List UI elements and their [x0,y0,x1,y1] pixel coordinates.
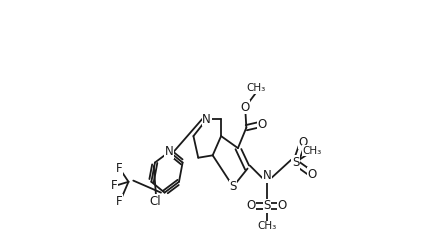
Text: CH₃: CH₃ [257,221,276,231]
Text: F: F [116,162,122,175]
Text: N: N [202,113,211,126]
Text: O: O [278,199,287,212]
Text: N: N [165,145,174,158]
Text: O: O [247,199,256,212]
Text: O: O [308,168,317,181]
Text: O: O [257,117,266,131]
Text: F: F [116,194,122,208]
Text: Cl: Cl [149,194,161,208]
Text: O: O [298,135,308,149]
Text: CH₃: CH₃ [303,146,322,156]
Text: O: O [240,101,250,114]
Text: N: N [262,169,271,182]
Text: S: S [229,180,237,193]
Text: S: S [292,156,299,169]
Text: F: F [111,179,118,192]
Text: CH₃: CH₃ [246,84,266,93]
Text: S: S [263,199,270,212]
